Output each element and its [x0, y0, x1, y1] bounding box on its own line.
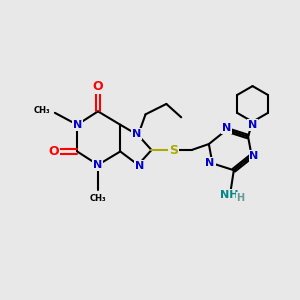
Text: CH₃: CH₃ [90, 194, 106, 203]
Text: N: N [222, 123, 231, 133]
Text: N: N [135, 161, 144, 171]
Text: O: O [48, 145, 59, 158]
Text: CH₃: CH₃ [34, 106, 50, 115]
Text: O: O [93, 80, 103, 93]
Text: NH: NH [220, 190, 238, 200]
Text: N: N [248, 120, 257, 130]
Text: N: N [249, 151, 259, 161]
Text: S: S [169, 143, 178, 157]
Text: N: N [93, 160, 103, 170]
Text: N: N [73, 120, 82, 130]
Text: N: N [132, 129, 141, 139]
Text: H: H [236, 193, 244, 202]
Text: N: N [206, 158, 215, 168]
